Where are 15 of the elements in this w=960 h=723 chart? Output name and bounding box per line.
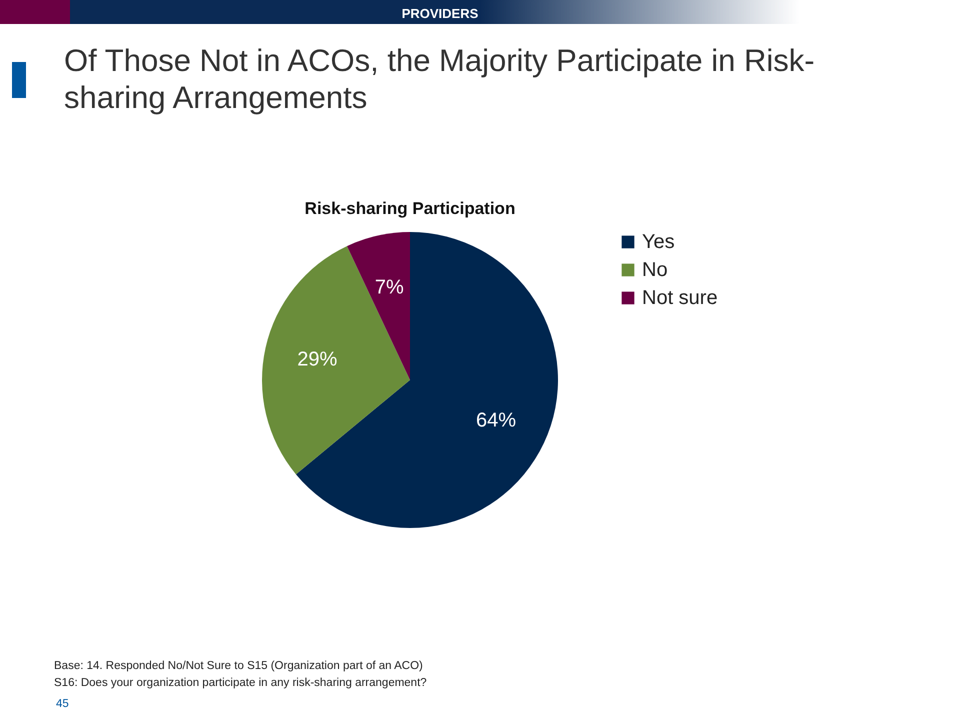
legend-label: No xyxy=(642,259,668,281)
text: 45 xyxy=(56,698,69,710)
chart-subtitle: Risk-sharing Participation xyxy=(304,199,516,218)
text: S16: Does your organization participate in any risk-sharing arrangement? xyxy=(54,677,427,689)
chart-title: Of Those Not in ACOs, the Majority Participate in Risk-sharing Arrangements xyxy=(64,42,816,116)
pie-slice xyxy=(262,246,410,474)
pie-slice xyxy=(346,232,410,380)
data-label: 29% xyxy=(297,348,338,370)
text: Base: 14. Responded No/Not Sure to S15 (Organization part of an ACO) xyxy=(54,660,423,672)
data-label: 64% xyxy=(476,409,516,432)
pie-slice xyxy=(296,232,558,528)
data-label: 7% xyxy=(374,276,404,298)
legend-label: Not sure xyxy=(642,287,718,309)
text: PROVIDERS xyxy=(400,6,480,21)
legend-label: Yes xyxy=(642,231,675,253)
